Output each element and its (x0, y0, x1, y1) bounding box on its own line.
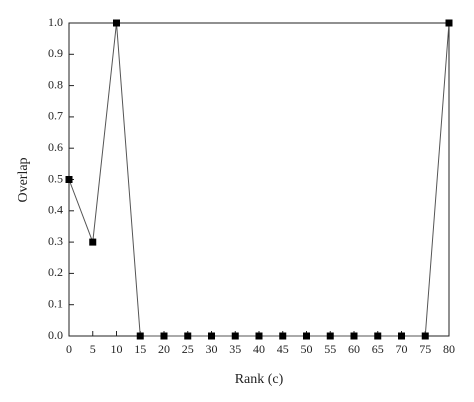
x-tick-label: 25 (182, 342, 194, 356)
x-tick-label: 30 (206, 342, 218, 356)
data-point (231, 332, 239, 340)
x-axis-label: Rank (c) (235, 372, 284, 387)
x-tick-label: 45 (277, 342, 289, 356)
data-point (279, 332, 287, 340)
y-tick-label: 0.9 (48, 46, 63, 60)
data-point (398, 332, 405, 340)
x-tick-label: 20 (158, 342, 170, 356)
y-axis-label: Overlap (16, 157, 31, 202)
data-point (350, 332, 358, 340)
x-tick-label: 50 (301, 342, 313, 356)
x-tick-label: 55 (324, 342, 336, 356)
y-tick-label: 0.7 (48, 109, 63, 123)
data-point (136, 332, 144, 340)
y-tick-label: 0.0 (48, 328, 63, 342)
y-tick-label: 0.5 (48, 171, 63, 185)
y-tick-label: 0.3 (48, 234, 63, 248)
data-point (208, 332, 215, 340)
x-tick-label: 80 (443, 342, 455, 356)
series-line (68, 22, 450, 337)
data-point (255, 332, 263, 340)
y-tick-label: 0.1 (48, 296, 63, 310)
x-tick-label: 65 (372, 342, 384, 356)
x-tick-label: 40 (253, 342, 265, 356)
x-tick-label: 70 (396, 342, 408, 356)
y-tick-label: 0.2 (48, 265, 63, 279)
data-point (89, 238, 97, 246)
data-point (113, 19, 120, 27)
data-point (65, 176, 73, 183)
plot-frame (68, 22, 450, 337)
data-point (374, 332, 382, 340)
data-point (421, 332, 429, 340)
x-tick-label: 75 (419, 342, 431, 356)
y-tick-label: 0.6 (48, 140, 63, 154)
data-point (160, 332, 168, 340)
data-point (184, 332, 192, 340)
x-tick-label: 5 (90, 342, 96, 356)
y-tick-label: 0.8 (48, 77, 63, 91)
x-tick-label: 0 (66, 342, 72, 356)
y-tick-label: 1.0 (48, 15, 63, 29)
x-tick-label: 10 (111, 342, 123, 356)
x-tick-label: 15 (134, 342, 146, 356)
data-point (445, 19, 453, 27)
data-point (326, 332, 334, 340)
x-tick-label: 60 (348, 342, 360, 356)
x-tick-label: 35 (229, 342, 241, 356)
y-tick-label: 0.4 (48, 203, 63, 217)
data-point (303, 332, 310, 340)
